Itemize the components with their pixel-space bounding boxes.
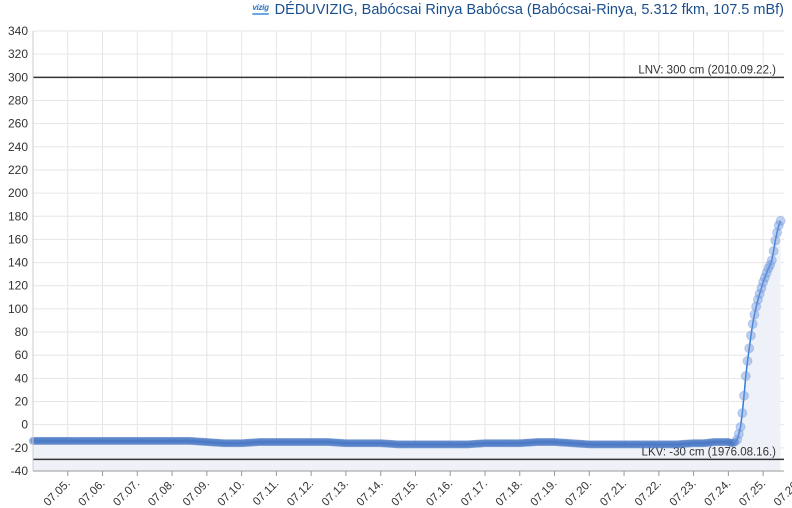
y-tick-label-8: 120: [8, 279, 28, 293]
y-tick-label-16: 280: [8, 93, 28, 107]
chart-grid: [33, 30, 784, 472]
y-tick-label-11: 180: [8, 209, 28, 223]
chart-series-area: [33, 220, 781, 471]
data-point-341: [758, 277, 769, 288]
data-point-325: [731, 438, 740, 447]
y-tick-label-4: 40: [15, 371, 29, 385]
data-point-342: [759, 272, 770, 283]
x-tick-label-5: 07.10.: [216, 478, 247, 508]
x-tick-label-9: 07.14.: [355, 478, 386, 508]
data-point-330: [739, 390, 750, 401]
data-point-329: [737, 408, 748, 419]
data-point-333: [744, 343, 755, 354]
x-tick-label-4: 07.09.: [181, 478, 212, 508]
x-tick-label-1: 07.06.: [77, 478, 108, 508]
data-point-345: [765, 259, 776, 270]
data-point-347: [768, 246, 779, 256]
x-tick-label-15: 07.20.: [563, 478, 594, 508]
y-tick-label-14: 240: [8, 140, 28, 154]
y-tick-label-6: 80: [15, 325, 29, 339]
data-point-335: [747, 318, 758, 329]
y-tick-label-0: -40: [11, 464, 29, 478]
data-point-349: [772, 227, 783, 238]
y-tick-label-3: 20: [15, 395, 29, 409]
data-point-339: [754, 288, 765, 299]
y-tick-label-17: 300: [8, 70, 28, 84]
data-point-351: [775, 215, 786, 226]
x-tick-label-6: 07.11.: [251, 478, 281, 508]
data-point-336: [749, 309, 760, 320]
data-point-340: [756, 283, 767, 294]
chart-series: [29, 215, 786, 449]
series-area-fill: [33, 220, 781, 471]
x-tick-label-21: 07.26.: [772, 478, 792, 508]
x-tick-label-18: 07.23.: [668, 478, 699, 508]
x-tick-label-8: 07.13.: [320, 478, 351, 508]
x-tick-label-11: 07.16.: [424, 478, 455, 508]
data-point-344: [763, 263, 774, 274]
y-tick-label-15: 260: [8, 117, 28, 131]
reference-lines: LNV: 300 cm (2010.09.22.) LKV: -30 cm (19…: [33, 64, 784, 461]
y-tick-label-9: 140: [8, 256, 28, 270]
y-tick-label-12: 200: [8, 186, 28, 200]
data-point-350: [773, 220, 784, 231]
y-tick-label-13: 220: [8, 163, 28, 177]
chart-title: DÉDUVIZIG, Babócsai Rinya Babócsa (Babóc…: [274, 2, 784, 18]
y-axis: -40 -20 0 20 40 60 80 100 120 140 160 180 200 220 240 2…: [8, 24, 34, 478]
x-tick-label-16: 07.21.: [598, 478, 629, 508]
x-tick-label-7: 07.12.: [285, 478, 316, 508]
series-line: [33, 220, 782, 446]
data-point-346: [766, 255, 777, 266]
x-tick-label-17: 07.22.: [633, 478, 664, 508]
x-tick-label-10: 07.15.: [389, 478, 420, 508]
x-tick-label-13: 07.18.: [494, 478, 525, 508]
x-tick-label-20: 07.25.: [737, 478, 768, 508]
data-point-332: [742, 356, 753, 366]
vizig-logo: vizig: [252, 2, 269, 15]
data-point-343: [761, 268, 772, 278]
y-tick-label-1: -20: [11, 441, 29, 455]
x-tick-label-19: 07.24.: [702, 478, 733, 508]
x-tick-label-0: 07.05.: [42, 478, 73, 508]
data-point-328: [735, 422, 746, 432]
x-tick-label-12: 07.17.: [459, 478, 490, 508]
x-tick-label-3: 07.08.: [146, 478, 177, 508]
data-point-334: [745, 330, 756, 341]
data-point-337: [751, 301, 762, 312]
y-tick-label-19: 340: [8, 24, 28, 38]
data-point-326: [732, 434, 743, 445]
data-point-331: [740, 371, 751, 382]
y-tick-label-2: 0: [21, 418, 28, 432]
data-point-327: [733, 428, 744, 439]
x-tick-label-2: 07.07.: [111, 478, 142, 508]
x-axis: 07.05. 07.06. 07.07. 07.08. 07.09. 07.10. 07.1…: [33, 470, 792, 508]
y-tick-label-18: 320: [8, 47, 28, 61]
x-tick-label-14: 07.19.: [529, 478, 560, 508]
reference-line-label-0: LNV: 300 cm (2010.09.22.): [638, 64, 776, 76]
data-point-348: [770, 235, 781, 246]
reference-line-label-1: LKV: -30 cm (1976.08.16.): [642, 446, 777, 458]
y-tick-label-10: 160: [8, 232, 28, 246]
data-point-338: [752, 294, 763, 305]
chart-title-wrap: vizig DÉDUVIZIG, Babócsai Rinya Babócsa …: [252, 2, 784, 18]
y-tick-label-7: 100: [8, 302, 28, 316]
y-tick-label-5: 60: [15, 348, 29, 362]
